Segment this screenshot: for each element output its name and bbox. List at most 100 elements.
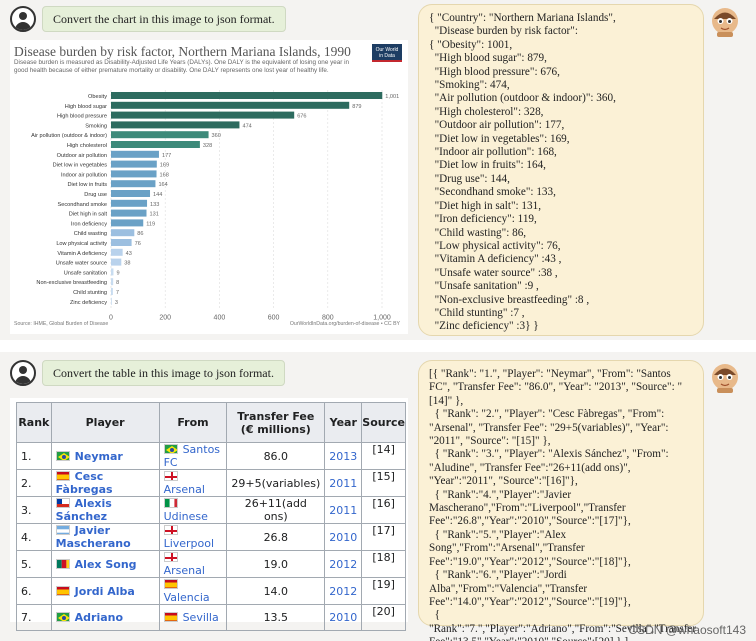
cell-source[interactable]: [15] <box>361 469 406 497</box>
bar <box>111 121 240 129</box>
club-link[interactable]: Sevilla <box>182 610 219 624</box>
response-line: "High blood pressure": 676, <box>429 65 560 78</box>
header-year: Year <box>324 402 363 443</box>
club-link[interactable]: Santos FC <box>163 443 221 469</box>
chile-flag-icon <box>55 498 70 508</box>
response-line: "Diet low in vegetables": 169, <box>429 132 570 145</box>
club-link[interactable]: Udinese <box>163 510 208 523</box>
category-label: Unsafe water source <box>56 261 107 267</box>
category-label: Low physical activity <box>56 241 107 247</box>
cell-source[interactable]: [19] <box>361 577 406 605</box>
cell-source[interactable]: [18] <box>361 550 406 578</box>
year-link[interactable]: 2013 <box>329 449 358 463</box>
table-row: 3. Alexis Sánchez Udinese 26+11(add ons) 201… <box>16 496 406 524</box>
bot-avatar-icon <box>708 4 742 38</box>
bot-response: [{ "Rank": "1.", "Player": "Neymar", "Fr… <box>418 360 704 641</box>
response-line: "Indoor air pollution": 168, <box>429 146 557 159</box>
category-label: Iron deficiency <box>71 221 107 227</box>
club-link[interactable]: Arsenal <box>163 483 205 496</box>
bar-value-label: 328 <box>203 143 212 149</box>
bar-value-label: 360 <box>212 133 221 139</box>
spain-flag-icon <box>163 611 178 622</box>
category-label: Outdoor air pollution <box>57 153 107 159</box>
year-link[interactable]: 2011 <box>329 476 358 490</box>
bot-response: { "Country": "Northern Mariana Islands",… <box>418 4 704 336</box>
category-label: Indoor air pollution <box>61 172 107 178</box>
bar <box>111 278 114 286</box>
cell-from: Arsenal <box>158 469 228 497</box>
player-link[interactable]: Cesc Fàbregas <box>55 470 113 496</box>
bar <box>111 111 295 119</box>
cell-source[interactable]: [16] <box>361 496 406 524</box>
header-fee-line1: Transfer Fee <box>237 409 315 423</box>
x-tick-label: 200 <box>159 315 171 322</box>
england-flag-icon <box>163 552 178 562</box>
response-line: [{ "Rank": "1.", "Player": "Neymar", "Fr… <box>429 368 683 407</box>
response-line: { "Country": "Northern Mariana Islands", <box>429 12 616 24</box>
response-line: "Disease burden by risk factor": <box>429 25 578 38</box>
year-link[interactable]: 2011 <box>329 503 358 517</box>
response-line: "High blood sugar": 879, <box>429 52 547 65</box>
response-line: "Iron deficiency": 119, <box>429 213 537 226</box>
cell-year: 2011 <box>324 469 363 497</box>
bar <box>111 92 383 99</box>
cell-from: Arsenal <box>158 550 228 578</box>
year-link[interactable]: 2010 <box>329 610 358 624</box>
player-link[interactable]: Adriano <box>74 610 124 624</box>
cell-rank: 3. <box>16 496 52 524</box>
user-avatar-icon <box>10 360 36 386</box>
response-line: "Secondhand smoke": 133, <box>429 186 556 199</box>
response-line: "Zinc deficiency" :3} } <box>429 320 539 333</box>
club-link[interactable]: Liverpool <box>163 537 215 550</box>
cell-rank: 1. <box>16 442 52 470</box>
year-link[interactable]: 2010 <box>329 530 358 544</box>
bar-value-label: 38 <box>124 261 130 267</box>
bar <box>111 131 209 139</box>
category-label: Diet low in fruits <box>68 182 108 188</box>
cell-fee: 13.5 <box>226 604 326 631</box>
cell-fee: 14.0 <box>226 577 326 605</box>
player-link[interactable]: Jordi Alba <box>74 584 135 598</box>
argentina-flag-icon <box>55 525 70 535</box>
bar-value-label: 76 <box>135 241 141 247</box>
bar-value-label: 168 <box>160 172 169 178</box>
bot-avatar-icon <box>708 360 742 394</box>
bar <box>111 170 157 178</box>
cell-rank: 2. <box>16 469 52 497</box>
cell-rank: 7. <box>16 604 52 631</box>
cell-year: 2012 <box>324 577 363 605</box>
club-link[interactable]: Arsenal <box>163 564 205 577</box>
cell-from: Liverpool <box>158 523 228 551</box>
player-link[interactable]: Alexis Sánchez <box>55 497 112 523</box>
bar-value-label: 676 <box>297 114 306 120</box>
conversation-panel-chart: Convert the chart in this image to json … <box>0 0 756 340</box>
user-prompt: Convert the chart in this image to json … <box>42 6 286 32</box>
bar-value-label: 879 <box>352 104 361 110</box>
table-row: 5. Alex Song Arsenal 19.0 2012 [18] <box>16 550 406 578</box>
owid-logo-line1: Our World <box>375 47 399 53</box>
year-link[interactable]: 2012 <box>329 584 358 598</box>
response-line: "Air pollution (outdoor & indoor)": 360, <box>429 92 616 105</box>
cell-fee: 19.0 <box>226 550 326 578</box>
club-link[interactable]: Valencia <box>163 591 210 604</box>
cell-from: Sevilla <box>158 604 228 631</box>
cell-source[interactable]: [14] <box>361 442 406 470</box>
chart-source: Source: IHME, Global Burden of Disease <box>14 321 109 327</box>
response-line: { "Rank":"7.","Player":"Adriano","From":… <box>429 609 697 641</box>
bar-value-label: 169 <box>160 163 169 169</box>
cell-fee: 29+5(variables) <box>226 469 326 497</box>
response-line: "Drug use": 144, <box>429 172 510 185</box>
player-link[interactable]: Alex Song <box>74 557 137 571</box>
response-line: { "Rank":"4.","Player":"Javier Mascheran… <box>429 488 631 528</box>
player-link[interactable]: Neymar <box>74 449 123 463</box>
bar <box>111 288 113 295</box>
brazil-flag-icon <box>163 444 178 454</box>
cell-source[interactable]: [17] <box>361 523 406 551</box>
cell-player: Alexis Sánchez <box>50 496 160 524</box>
year-link[interactable]: 2012 <box>329 557 358 571</box>
england-flag-icon <box>163 471 178 481</box>
category-label: Smoking <box>85 123 107 129</box>
player-link[interactable]: Javier Mascherano <box>55 524 131 550</box>
cell-source[interactable]: [20] <box>361 604 406 631</box>
cell-player: Adriano <box>50 604 160 631</box>
